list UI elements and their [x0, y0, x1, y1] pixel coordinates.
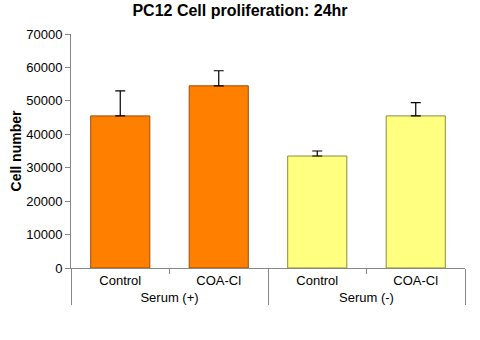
svg-text:Control: Control [99, 273, 141, 288]
svg-text:COA-Cl: COA-Cl [196, 273, 241, 288]
svg-text:0: 0 [55, 261, 62, 276]
svg-text:70000: 70000 [26, 27, 62, 42]
svg-text:Control: Control [296, 273, 338, 288]
svg-text:40000: 40000 [26, 127, 62, 142]
svg-text:60000: 60000 [26, 60, 62, 75]
svg-text:30000: 30000 [26, 160, 62, 175]
svg-text:Serum (-): Serum (-) [339, 290, 394, 305]
svg-text:50000: 50000 [26, 93, 62, 108]
svg-text:10000: 10000 [26, 227, 62, 242]
svg-text:PC12 Cell proliferation: 24hr: PC12 Cell proliferation: 24hr [132, 2, 347, 19]
svg-text:COA-Cl: COA-Cl [393, 273, 438, 288]
svg-text:Serum (+): Serum (+) [140, 290, 198, 305]
svg-text:Cell number: Cell number [8, 110, 24, 191]
svg-text:20000: 20000 [26, 194, 62, 209]
